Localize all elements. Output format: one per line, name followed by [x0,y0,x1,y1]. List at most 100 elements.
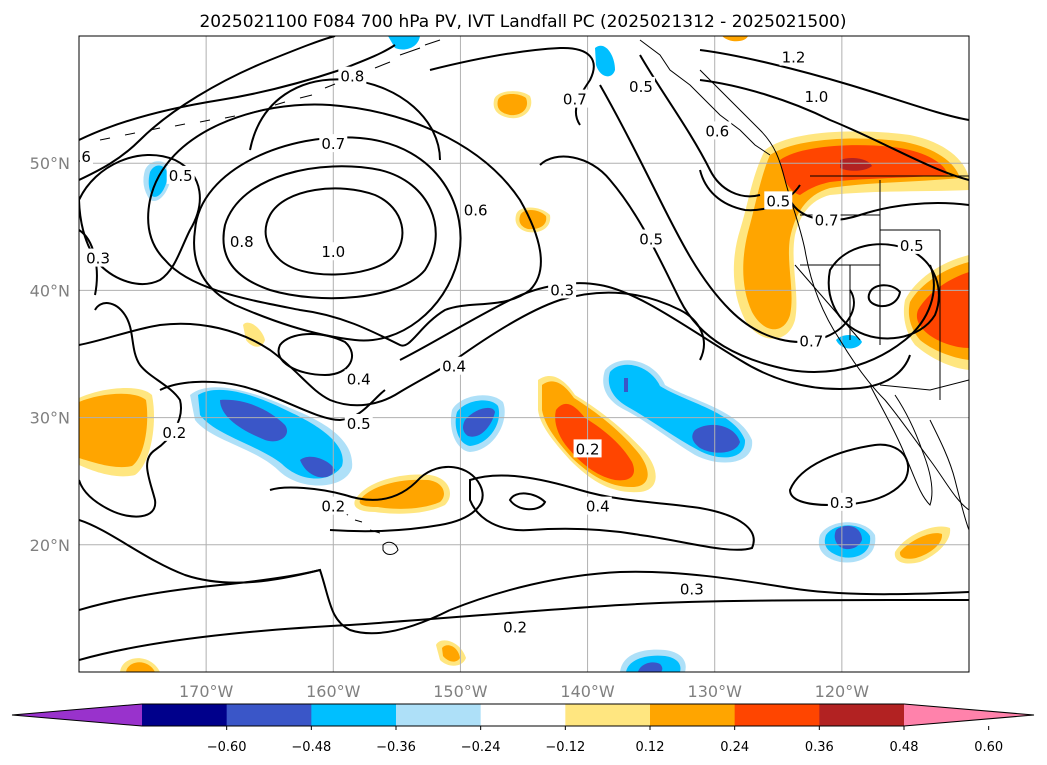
contour-label: 0.6 [705,122,729,140]
gridlines [79,36,969,672]
contour-label-bg [548,280,577,299]
contour-label: 0.3 [86,250,110,268]
map-frame [78,35,970,673]
negative-anomaly-135w-strong [624,378,740,453]
lon-tick-label: 170°W [179,682,234,701]
contour-label: 0.6 [67,148,91,166]
contour-1-2-alaska [699,49,969,121]
contour-label: 0.5 [900,237,924,255]
colorbar-segment [734,704,820,726]
coastline-mexico-mainland [929,419,969,531]
positive-anomaly-hawaii-core [359,479,444,509]
contour-1-0-central [264,187,404,276]
contour-0-8-north [79,44,396,141]
contour-label: 0.2 [576,440,600,458]
positive-anomaly-north-mid-core [519,210,547,230]
contour-label: 0.4 [586,498,610,516]
contour-label-bg [677,579,706,598]
colorbar-tick-label: 0.36 [805,740,834,755]
negative-anomaly-central-pacific-strong [220,399,335,478]
negative-anomaly-california [836,334,862,349]
negative-anomaly-hawaii-south-strong [638,662,663,672]
lat-tick-label: 30°N [30,409,70,428]
negative-anomaly-alaska [595,45,615,77]
contour-0-4-small [277,333,354,377]
contour-0-6-north [79,36,336,181]
colorbar-tick-label: −0.12 [545,740,585,755]
contour-0-3-east [79,569,969,611]
contour-label-bg [79,146,93,165]
negative-anomaly-aleutian [388,36,420,50]
contour-0-6-central [147,103,542,347]
lat-tick-label: 20°N [30,536,70,555]
colorbar-segment [650,704,736,726]
colorbar-tick-label: 0.48 [890,740,919,755]
contour-0-2-hawaii [269,465,484,533]
contour-label: 0.7 [815,211,839,229]
lon-tick-label: 150°W [433,682,488,701]
contour-label-bg [764,191,793,210]
positive-anomaly-south-core [126,662,155,672]
negative-anomaly-150w-strong [463,407,495,437]
contour-label: 0.5 [629,78,653,96]
colorbar-tick-label: 0.60 [974,740,1003,755]
contour-label-bg [166,165,195,184]
contour-label-bg [227,232,256,251]
positive-anomaly-dateline [243,322,265,347]
contour-label: 0.5 [766,192,790,210]
border-us-mexico [879,379,969,391]
contour-0-2-south [79,599,969,661]
positive-anomaly-mexico-core [899,533,943,559]
contour-label-bg [319,496,348,515]
contour-label: 1.0 [321,243,345,261]
lon-tick-label: 160°W [306,682,361,701]
contour-label-bg [344,369,373,388]
contour-label: 0.7 [563,91,587,109]
contour-label-bg [573,439,602,458]
contour-label: 0.3 [830,494,854,512]
contour-0-8-central [222,165,437,300]
contour-label: 0.5 [347,415,371,433]
colorbar-tick-label: −0.24 [461,740,501,755]
positive-anomaly-plains-strong [916,272,969,348]
contour-label-bg [637,229,666,248]
lon-tick-label: 120°W [815,682,870,701]
contour-0-3-mid [399,282,911,391]
contour-0-5-pnw [639,54,761,198]
positive-anomaly-west-edge-core [79,393,148,468]
contour-0-3-baja [788,443,910,507]
contour-label-bg [812,210,841,229]
contour-label-bg [461,200,490,219]
contour-label: 0.3 [550,281,574,299]
contour-label: 1.0 [804,88,828,106]
contour-label: 0.7 [321,135,345,153]
positive-anomaly-north-core [497,94,528,116]
contour-label-bg [501,617,530,636]
map-background [79,36,969,672]
contour-label-bg [779,47,808,66]
map-layers: 0.8 0.7 0.5 1.2 1.0 0.6 0.5 0.7 0.6 0.5 0.7 0.8 1.0 0… [67,36,969,672]
lon-tick-labels: 170°W 160°W 150°W 140°W 130°W 120°W [179,682,869,701]
positive-anomaly-west-coast-strong [780,145,948,195]
contour-label: 0.4 [442,358,466,376]
lat-tick-label: 50°N [30,154,70,173]
contour-0-5-sub [159,380,386,422]
colorbar-segment [819,704,905,726]
contour-label-bg [583,496,612,515]
colorbar-segment [311,704,397,726]
coastline-north-america [699,69,969,511]
coastline-baja [869,384,933,506]
contour-label-bg [797,331,826,350]
colorbar-segment [565,704,651,726]
contour-small-ring [867,284,902,308]
contour-label-bg [626,76,655,95]
colorbar-segment [226,704,312,726]
contour-label-bg [897,235,926,254]
contour-label: 1.2 [782,49,806,67]
contour-label: 0.6 [464,201,488,219]
contour-0-7-northeast [599,84,855,343]
shading-layer [79,36,969,672]
contour-label: 0.3 [680,580,704,598]
contour-label: 0.2 [503,618,527,636]
contour-label: 0.2 [162,424,186,442]
